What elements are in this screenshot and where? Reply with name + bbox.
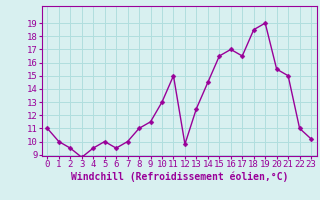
X-axis label: Windchill (Refroidissement éolien,°C): Windchill (Refroidissement éolien,°C): [70, 172, 288, 182]
